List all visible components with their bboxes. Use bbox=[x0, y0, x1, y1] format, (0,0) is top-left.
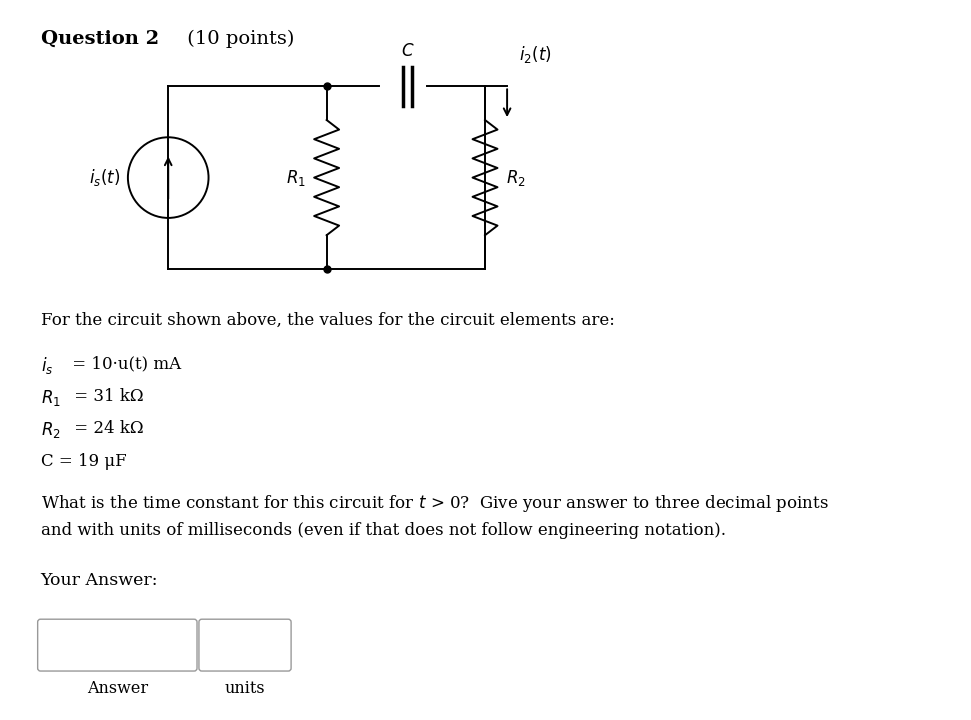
Text: $R_1$: $R_1$ bbox=[285, 168, 306, 188]
Text: (10 points): (10 points) bbox=[181, 30, 294, 48]
Text: $i_2(t)$: $i_2(t)$ bbox=[519, 44, 552, 66]
Text: $R_2$: $R_2$ bbox=[506, 168, 526, 188]
Text: C = 19 μF: C = 19 μF bbox=[41, 453, 126, 470]
Text: For the circuit shown above, the values for the circuit elements are:: For the circuit shown above, the values … bbox=[41, 312, 615, 329]
Text: Answer: Answer bbox=[86, 680, 148, 697]
Text: = 24 kΩ: = 24 kΩ bbox=[69, 420, 144, 438]
Text: units: units bbox=[224, 680, 265, 697]
Text: $R_2$: $R_2$ bbox=[41, 420, 60, 441]
Text: $i_s$: $i_s$ bbox=[41, 355, 53, 376]
FancyBboxPatch shape bbox=[199, 619, 291, 671]
Text: Question 2: Question 2 bbox=[41, 30, 158, 48]
Text: $C$: $C$ bbox=[401, 42, 415, 60]
Text: = 10·u(t) mA: = 10·u(t) mA bbox=[67, 355, 182, 372]
Text: Your Answer:: Your Answer: bbox=[41, 572, 158, 589]
FancyBboxPatch shape bbox=[38, 619, 197, 671]
Text: $R_1$: $R_1$ bbox=[41, 388, 60, 408]
Text: What is the time constant for this circuit for $t$ > 0?  Give your answer to thr: What is the time constant for this circu… bbox=[41, 493, 828, 539]
Text: $i_s(t)$: $i_s(t)$ bbox=[89, 167, 120, 188]
Text: = 31 kΩ: = 31 kΩ bbox=[69, 388, 144, 405]
